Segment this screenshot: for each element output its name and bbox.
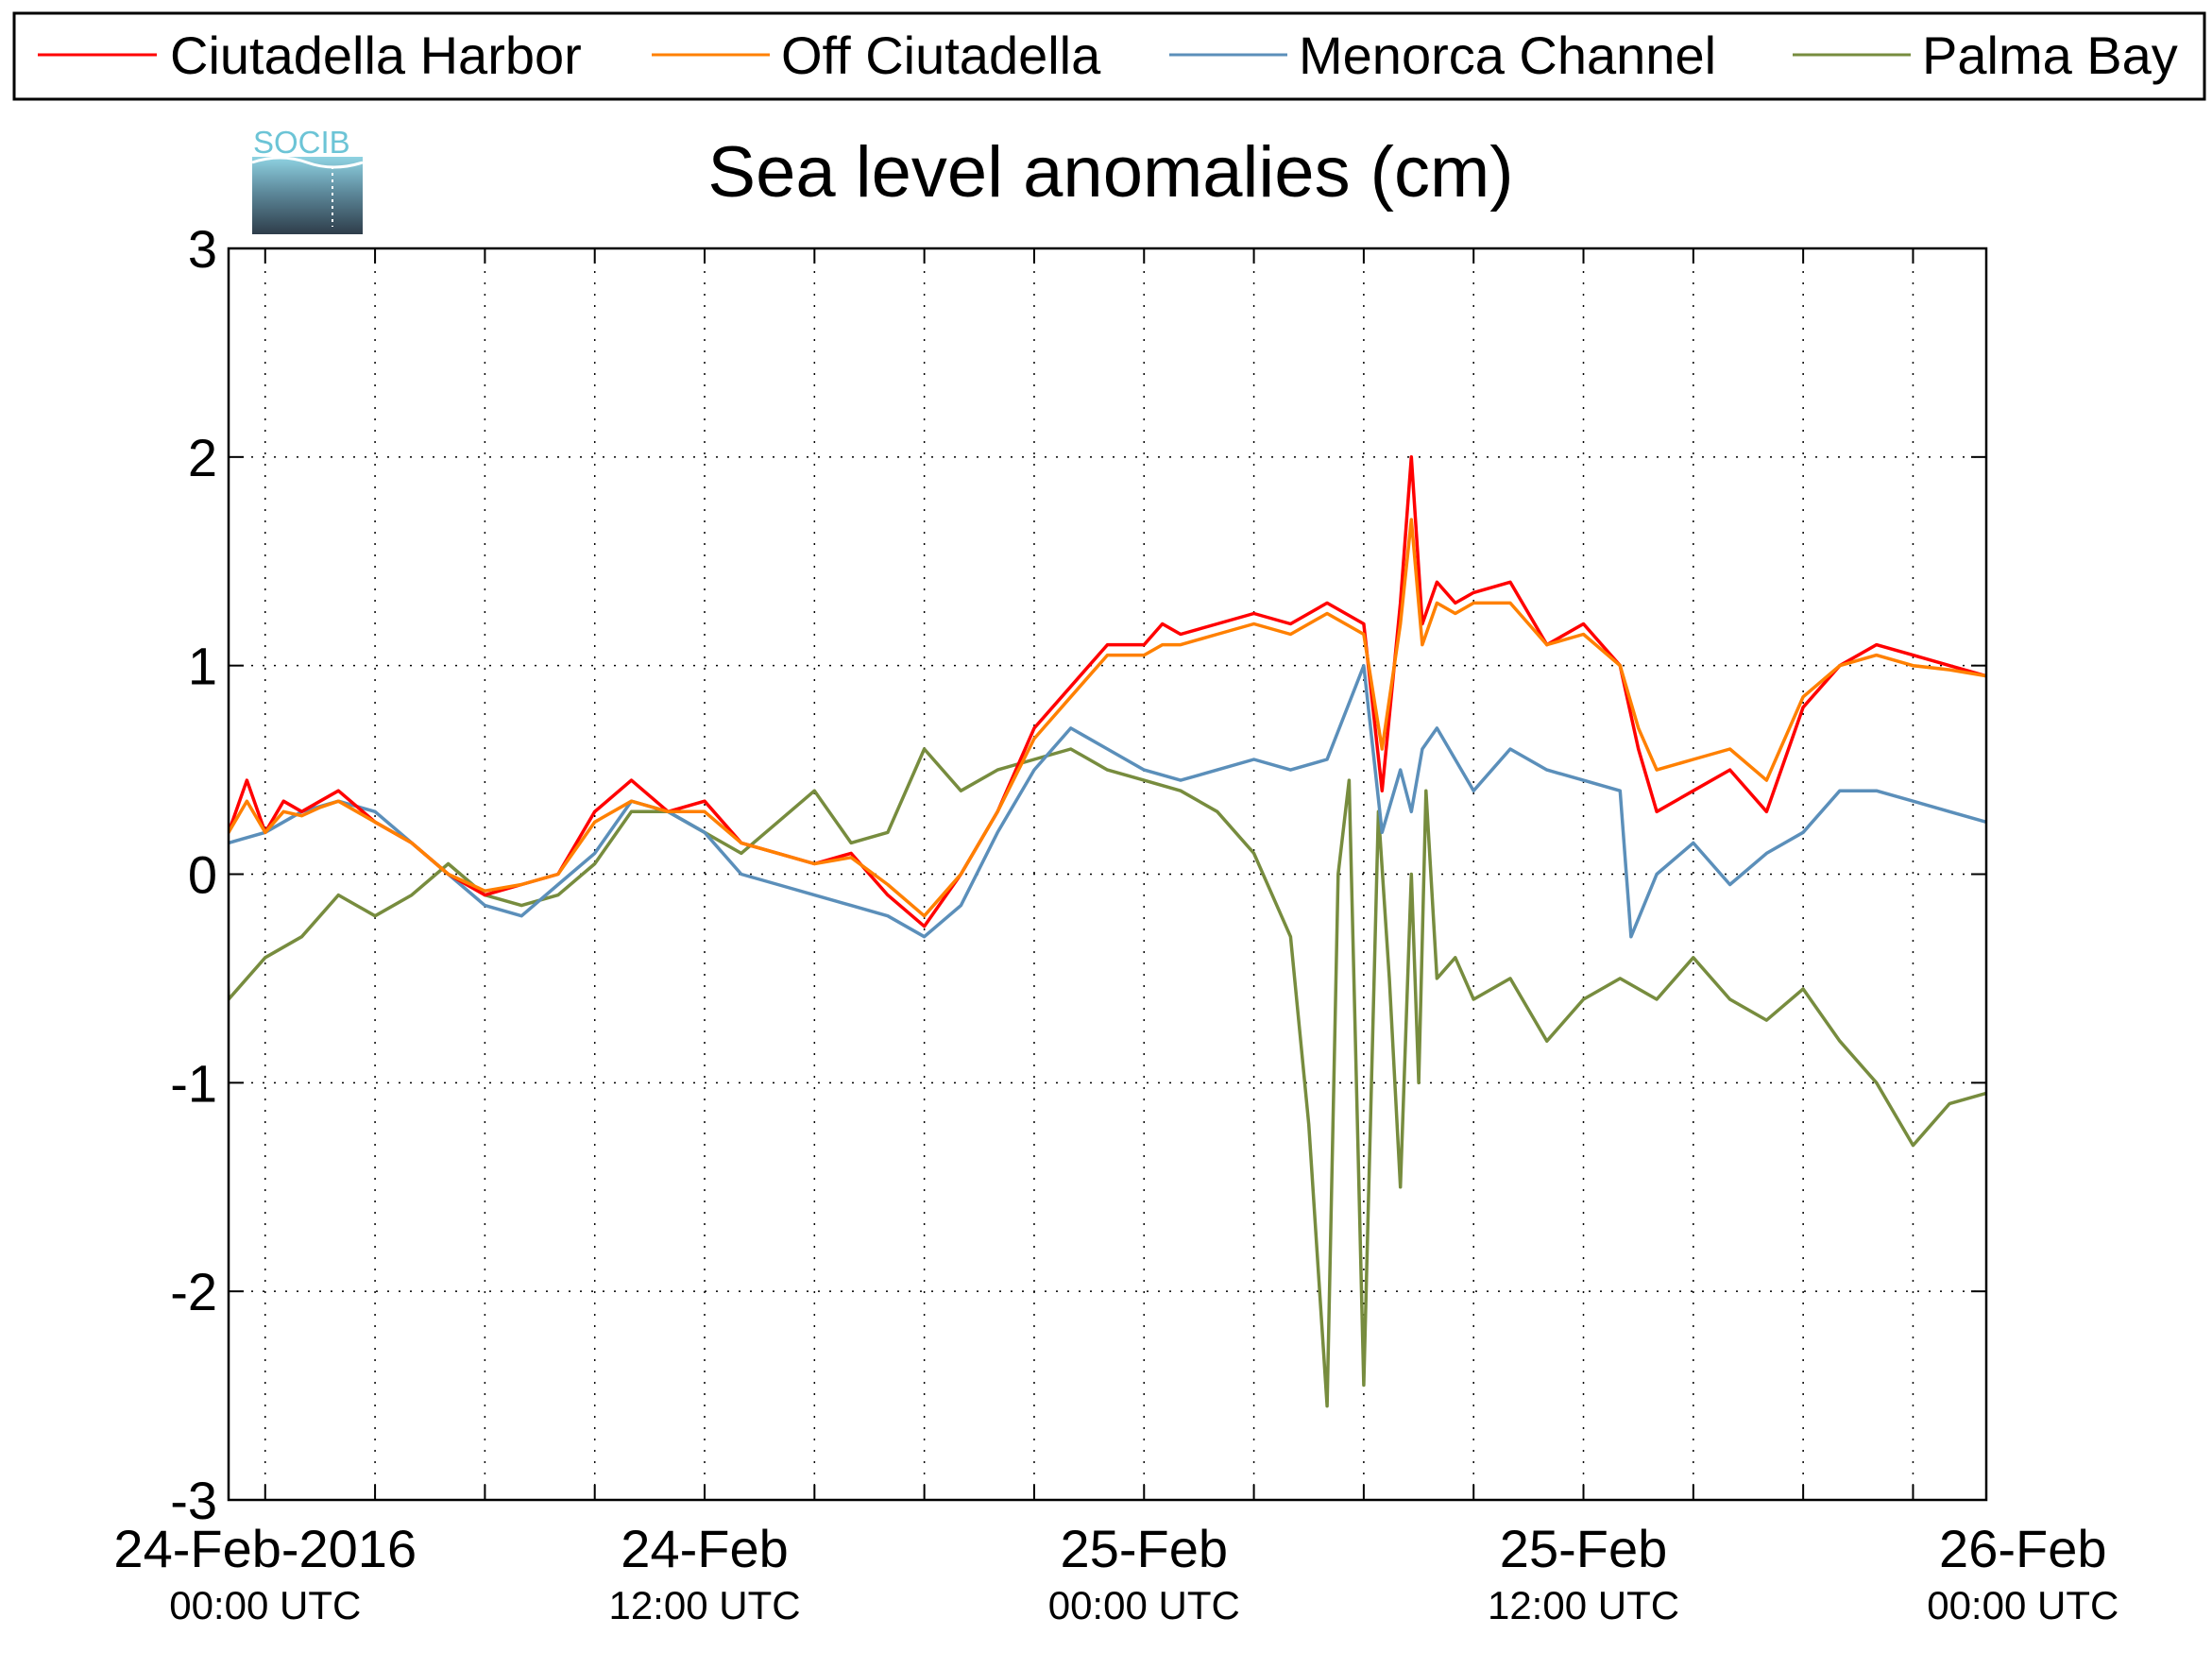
x-tick-labels: 24-Feb-2016 00:00 UTC 24-Feb 12:00 UTC 25-Fe… <box>113 1519 2118 1627</box>
socib-logo: SOCIB <box>251 125 364 234</box>
x-tick-label-time: 00:00 UTC <box>1048 1583 1240 1627</box>
series-layer <box>229 455 1986 1408</box>
x-tick-label-time: 00:00 UTC <box>1927 1583 2118 1627</box>
x-tick-label-time: 00:00 UTC <box>169 1583 361 1627</box>
series-line-off-ciutadella <box>229 518 1986 918</box>
legend-label-1: Ciutadella Harbor <box>170 26 582 85</box>
x-tick-label-time: 12:00 UTC <box>608 1583 800 1627</box>
legend-label-4: Palma Bay <box>1922 26 2178 85</box>
x-tick-label-date: 25-Feb <box>1061 1519 1228 1578</box>
legend: Ciutadella Harbor Off Ciutadella Menorca… <box>12 11 2206 101</box>
legend-entry-2: Off Ciutadella <box>652 26 1101 85</box>
chart-title: Sea level anomalies (cm) <box>707 132 1513 213</box>
y-tick-label: -2 <box>170 1262 217 1321</box>
logo-wave <box>251 156 364 169</box>
x-tick-label-date: 24-Feb-2016 <box>113 1519 417 1578</box>
series-line-palma-bay <box>229 747 1986 1408</box>
tick-marks <box>229 248 1986 1500</box>
legend-entry-1: Ciutadella Harbor <box>38 26 582 85</box>
y-tick-labels: -3 -2 -1 0 1 2 3 <box>170 219 217 1530</box>
y-tick-label: 3 <box>188 219 217 279</box>
y-tick-label: 0 <box>188 845 217 905</box>
y-tick-label: -3 <box>170 1471 217 1530</box>
series-line-menorca-channel <box>229 663 1986 939</box>
series-line-ciutadella-harbor <box>229 455 1986 928</box>
legend-label-3: Menorca Channel <box>1299 26 1716 85</box>
x-tick-label-date: 24-Feb <box>621 1519 788 1578</box>
x-tick-label-date: 25-Feb <box>1500 1519 1667 1578</box>
legend-label-2: Off Ciutadella <box>781 26 1101 85</box>
legend-entry-4: Palma Bay <box>1793 26 2178 85</box>
x-tick-label-date: 26-Feb <box>1939 1519 2106 1578</box>
y-tick-label: 2 <box>188 428 217 487</box>
x-tick-label-time: 12:00 UTC <box>1488 1583 1679 1627</box>
y-tick-label: 1 <box>188 637 217 696</box>
legend-entry-3: Menorca Channel <box>1169 26 1716 85</box>
logo-text: SOCIB <box>253 125 350 160</box>
grid <box>229 248 1986 1500</box>
logo-block <box>252 157 363 234</box>
y-tick-label: -1 <box>170 1053 217 1113</box>
